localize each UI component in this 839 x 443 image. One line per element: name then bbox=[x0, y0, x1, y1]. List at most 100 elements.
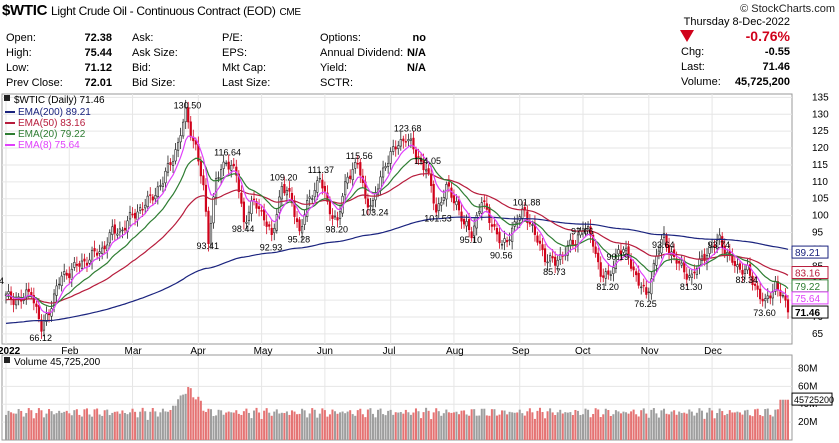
volume-bar bbox=[35, 413, 38, 440]
stat-value: 71.46 bbox=[762, 61, 790, 73]
candle-body bbox=[627, 246, 630, 258]
quote-value: no bbox=[412, 32, 426, 44]
volume-bar bbox=[706, 412, 709, 440]
price-annotation: 103.24 bbox=[361, 208, 389, 218]
value-tag-label: 89.21 bbox=[795, 248, 820, 259]
quote-label: Last Size: bbox=[222, 77, 271, 89]
volume-bar bbox=[764, 409, 767, 440]
candle-body bbox=[766, 295, 769, 300]
volume-bar bbox=[670, 411, 673, 440]
volume-bar bbox=[336, 413, 339, 440]
volume-bar bbox=[134, 411, 137, 440]
candle-body bbox=[85, 262, 89, 266]
candle-body bbox=[404, 141, 407, 143]
candle-body bbox=[409, 138, 413, 141]
volume-bar bbox=[366, 409, 369, 440]
volume-bar bbox=[260, 418, 263, 440]
volume-bar bbox=[422, 412, 425, 440]
candle-body bbox=[584, 228, 587, 230]
value-tag-label: 75.64 bbox=[795, 294, 820, 305]
volume-bar bbox=[121, 410, 124, 440]
volume-bar bbox=[250, 418, 253, 440]
candle-body bbox=[612, 267, 615, 274]
candle-body bbox=[597, 252, 600, 263]
candle-body bbox=[662, 233, 666, 238]
candle-body bbox=[288, 187, 291, 192]
candle-body bbox=[690, 273, 693, 278]
candle-body bbox=[354, 162, 357, 169]
candle-body bbox=[647, 291, 650, 294]
candle-body bbox=[164, 170, 167, 184]
candle-body bbox=[693, 271, 696, 274]
candle-body bbox=[278, 196, 281, 213]
candle-body bbox=[141, 208, 144, 211]
candle-body bbox=[455, 201, 458, 206]
volume-bar bbox=[15, 413, 18, 440]
volume-bar bbox=[293, 411, 296, 440]
volume-bar bbox=[106, 409, 109, 440]
candle-body bbox=[602, 275, 605, 278]
volume-bar bbox=[253, 410, 256, 440]
volume-bar bbox=[746, 409, 749, 440]
candle-body bbox=[366, 198, 369, 208]
candle-body bbox=[151, 196, 154, 201]
volume-bar bbox=[503, 410, 506, 440]
candle-body bbox=[225, 162, 228, 165]
volume-bar bbox=[344, 413, 347, 440]
volume-bar bbox=[457, 414, 461, 440]
volume-bar bbox=[389, 409, 392, 440]
candle-body bbox=[700, 255, 704, 261]
quote-header: $WTIC Light Crude Oil - Continuous Contr… bbox=[0, 0, 839, 92]
volume-bar bbox=[478, 415, 481, 440]
candle-body bbox=[159, 185, 162, 187]
volume-bar bbox=[473, 409, 476, 440]
x-tick-label: Feb bbox=[61, 346, 79, 357]
quote-label: High: bbox=[6, 47, 32, 59]
candle-body bbox=[678, 260, 681, 264]
volume-bar bbox=[769, 414, 772, 440]
candle-body bbox=[751, 275, 754, 286]
volume-bar bbox=[723, 415, 726, 440]
candle-body bbox=[80, 260, 84, 269]
volume-bar bbox=[192, 397, 195, 440]
volume-bar bbox=[554, 415, 557, 440]
candle-body bbox=[263, 209, 266, 221]
price-annotation: 111.37 bbox=[308, 165, 334, 175]
candle-body bbox=[521, 208, 524, 219]
candle-body bbox=[283, 184, 286, 194]
candle-body bbox=[538, 240, 542, 244]
candle-body bbox=[402, 138, 405, 142]
candle-body bbox=[328, 199, 332, 215]
candle-body bbox=[55, 285, 58, 296]
volume-bar bbox=[420, 418, 423, 440]
candle-body bbox=[103, 245, 106, 250]
volume-bar bbox=[480, 408, 483, 440]
candle-body bbox=[645, 287, 648, 295]
candle-body bbox=[710, 246, 714, 248]
price-annotation: 93.41 bbox=[196, 241, 219, 251]
brand-logo[interactable]: © StockCharts.com bbox=[740, 3, 835, 15]
x-tick-label: Dec bbox=[704, 346, 722, 357]
price-chart[interactable]: 6570758085909510010511011512012513013520… bbox=[0, 92, 839, 443]
volume-bar bbox=[698, 408, 701, 440]
candle-body bbox=[784, 295, 787, 301]
volume-bar bbox=[685, 413, 688, 440]
volume-bar bbox=[136, 417, 139, 440]
volume-bar bbox=[146, 419, 149, 440]
chart-title: $WTIC (Daily) 71.46 bbox=[14, 95, 105, 106]
volume-bar bbox=[546, 411, 549, 440]
volume-bar bbox=[93, 409, 96, 440]
volume-bar bbox=[247, 412, 250, 440]
candle-body bbox=[321, 179, 324, 189]
volume-bar bbox=[354, 415, 357, 440]
candle-body bbox=[579, 230, 582, 236]
candle-body bbox=[503, 238, 506, 243]
candle-body bbox=[660, 239, 663, 254]
volume-bar bbox=[645, 413, 648, 440]
value-tag-label: 71.46 bbox=[795, 308, 820, 319]
candle-body bbox=[556, 259, 559, 267]
volume-bar bbox=[559, 409, 562, 440]
candle-body bbox=[619, 250, 623, 255]
chart-menu-icon bbox=[4, 95, 10, 101]
down-triangle-icon bbox=[680, 30, 694, 42]
